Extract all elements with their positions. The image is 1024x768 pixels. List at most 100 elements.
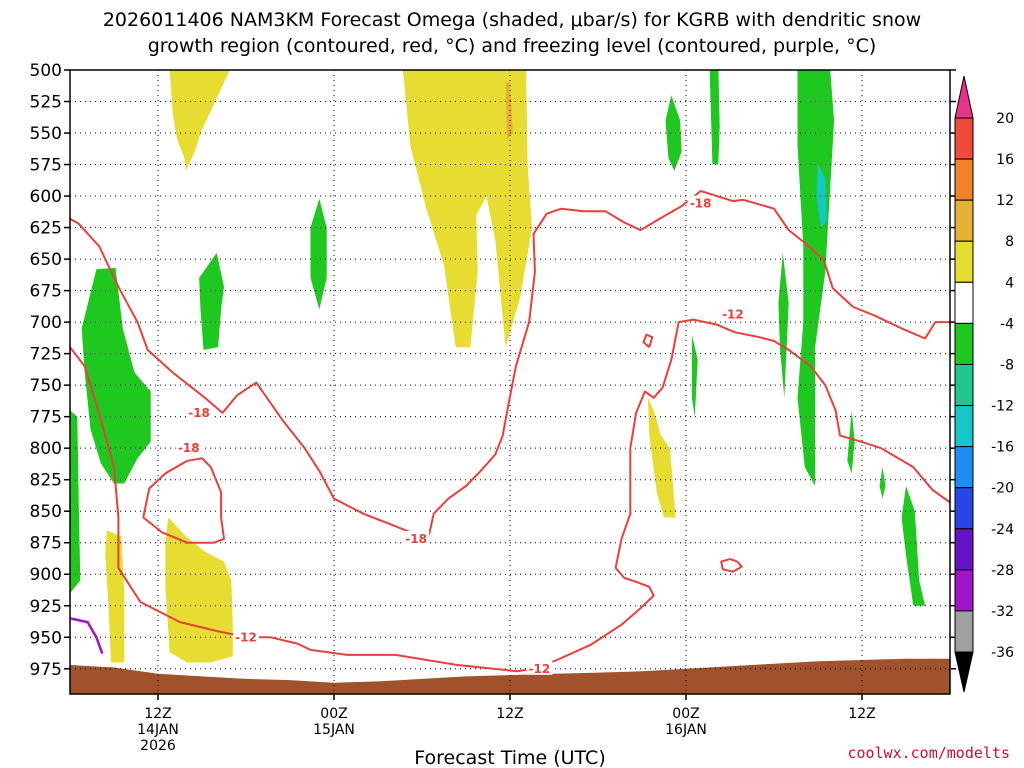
omega-region-4	[165, 517, 233, 663]
dgz-contour-3	[142, 457, 225, 544]
terrain-area	[70, 658, 950, 694]
colorbar-label-12: -32	[991, 604, 1014, 620]
colorbar-label-9: -20	[991, 481, 1014, 497]
y-tick-label-6: 650	[30, 250, 62, 270]
contour-label-bg-4	[233, 629, 259, 644]
freezing-contour-line	[70, 617, 104, 655]
dgz-contour-4	[70, 318, 950, 673]
contour-label-bg-6	[719, 306, 746, 321]
x-tick-label-1-0: 00Z	[320, 706, 347, 722]
contour-label-bg-0	[687, 195, 714, 210]
y-tick-label-3: 575	[30, 156, 62, 176]
grid	[70, 69, 950, 694]
colorbar-segment-11	[954, 569, 974, 612]
y-tick-label-13: 825	[30, 471, 62, 491]
omega-region-5	[647, 397, 676, 518]
y-tick-label-18: 950	[30, 628, 62, 648]
dgz-contours	[70, 190, 950, 673]
contour-label-0: -18	[690, 197, 712, 211]
chart-title-line1: 2026011406 NAM3KM Forecast Omega (shaded…	[103, 9, 921, 31]
colorbar-bottom-triangle	[954, 651, 974, 693]
y-axis: 500 525 550 575 600 625 650 675 700 725 750 775 800 8…	[30, 61, 956, 680]
contour-label-bg-2	[403, 530, 430, 545]
y-tick-label-9: 725	[30, 345, 62, 365]
colorbar-label-10: -24	[991, 522, 1014, 538]
freezing-level-contour	[70, 617, 104, 655]
x-tick-label-0-2: 2026	[140, 738, 176, 754]
y-tick-label-8: 700	[30, 313, 62, 333]
contour-label-bg-5	[526, 660, 553, 675]
credit-text: coolwx.com/modelts	[847, 744, 1010, 762]
contour-label-3: -18	[178, 441, 200, 455]
colorbar-label-8: -16	[991, 440, 1014, 456]
colorbar-segment-3	[954, 240, 974, 283]
colorbar-segment-5	[954, 322, 974, 365]
contour-label-2: -18	[405, 532, 427, 546]
omega-region-3	[105, 530, 125, 663]
colorbar-segment-6	[954, 363, 974, 407]
colorbar-segment-2	[954, 199, 974, 242]
contour-label-5: -12	[528, 662, 550, 676]
dgz-contour-8	[720, 558, 743, 573]
colorbar-segment-12	[954, 610, 974, 653]
colorbar-segment-7	[954, 405, 974, 448]
colorbar-label-4: 4	[1005, 275, 1014, 291]
y-tick-label-14: 850	[30, 502, 62, 522]
colorbar-label-13: -36	[991, 645, 1014, 661]
y-tick-label-1: 525	[30, 93, 62, 113]
y-tick-label-4: 600	[30, 187, 62, 207]
omega-region-7	[310, 198, 327, 310]
terrain-fill	[70, 658, 950, 694]
y-tick-label-17: 925	[30, 597, 62, 617]
y-tick-label-12: 800	[30, 439, 62, 459]
colorbar-label-2: 12	[996, 193, 1014, 209]
y-tick-label-7: 675	[30, 282, 62, 302]
omega-region-17	[879, 467, 886, 499]
dgz-contour-0	[70, 190, 950, 540]
y-tick-label-10: 750	[30, 376, 62, 396]
x-tick-label-4-0: 12Z	[848, 706, 875, 722]
x-tick-label-3-0: 00Z	[672, 706, 699, 722]
omega-region-16	[847, 410, 855, 474]
y-tick-label-15: 875	[30, 534, 62, 554]
contour-labels: -18 -18 -18 -18 -12 -12 -12	[175, 195, 746, 676]
colorbar-segment-4	[954, 281, 974, 324]
x-tick-label-1-1: 15JAN	[313, 722, 355, 738]
x-tick-label-0-0: 12Z	[144, 706, 171, 722]
colorbar-label-7: -12	[991, 399, 1014, 415]
contour-label-4: -12	[235, 630, 257, 644]
omega-region-13	[816, 164, 827, 228]
omega-region-18	[901, 486, 926, 606]
y-tick-label-19: 975	[30, 660, 62, 680]
colorbar-label-0: 20	[996, 111, 1014, 127]
colorbar-label-1: 16	[996, 152, 1014, 168]
omega-region-1	[402, 70, 532, 348]
omega-region-15	[691, 334, 698, 417]
contour-label-bg-1	[186, 404, 213, 419]
x-tick-label-2-0: 12Z	[496, 706, 523, 722]
y-tick-label-0: 500	[30, 61, 62, 81]
colorbar-segment-9	[954, 487, 974, 530]
colorbar-segment-10	[954, 528, 974, 571]
colorbar-segment-8	[954, 446, 974, 489]
x-axis-label: Forecast Time (UTC)	[414, 747, 605, 768]
colorbar: 20 16 12 8 4 -4 -8 -12 -16 -20 -24 -28 -32 -36	[954, 75, 1014, 693]
colorbar-segment-1	[954, 158, 974, 201]
colorbar-label-5: -4	[1000, 316, 1014, 332]
y-tick-label-5: 625	[30, 219, 62, 239]
y-tick-label-16: 900	[30, 565, 62, 585]
x-tick-label-0-1: 14JAN	[137, 722, 179, 738]
x-tick-label-3-1: 16JAN	[665, 722, 707, 738]
omega-region-6	[199, 252, 224, 350]
contour-label-6: -12	[722, 308, 744, 322]
omega-region-12	[797, 70, 835, 486]
omega-region-11	[709, 70, 720, 165]
contour-label-1: -18	[188, 406, 210, 420]
colorbar-label-3: 8	[1005, 234, 1014, 250]
colorbar-label-11: -28	[991, 563, 1014, 579]
y-tick-label-11: 775	[30, 408, 62, 428]
omega-region-2	[505, 82, 513, 140]
colorbar-label-6: -8	[1000, 357, 1014, 373]
